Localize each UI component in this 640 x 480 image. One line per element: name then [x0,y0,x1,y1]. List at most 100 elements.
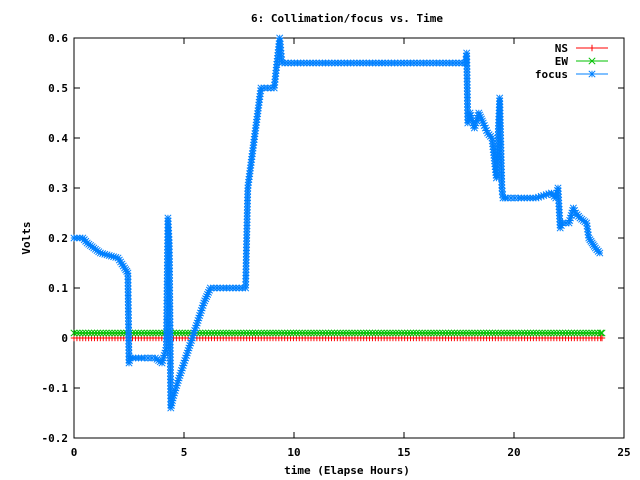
data-point [149,329,157,337]
data-point [76,329,84,337]
data-point [114,329,122,337]
data-point [319,329,327,337]
y-tick-label: 0.4 [48,132,68,145]
data-point [529,329,537,337]
data-point [345,329,353,337]
data-point [371,329,379,337]
data-point [199,329,207,337]
data-point [389,329,397,337]
y-tick-label: -0.2 [42,432,69,445]
data-point [576,329,584,337]
data-point [453,329,461,337]
data-point [377,329,385,337]
data-point [124,275,132,283]
y-tick-label: 0.1 [48,282,68,295]
data-point [330,329,338,337]
data-point [386,329,394,337]
data-point [178,329,186,337]
data-point [240,329,248,337]
data-point [596,249,604,257]
data-point [598,334,606,342]
data-point [497,329,505,337]
data-point [567,329,575,337]
data-point [398,329,406,337]
data-point [90,329,99,337]
data-point [85,329,93,337]
data-point [521,329,529,337]
data-point [585,329,593,337]
x-tick-label: 25 [617,446,630,459]
data-point [348,329,356,337]
data-point [456,329,464,337]
data-point [298,329,306,337]
data-point [316,329,324,337]
data-point [202,329,210,337]
data-point [231,329,239,337]
data-point [219,329,227,337]
data-point [465,329,473,337]
legend-marker-focus [588,70,596,78]
data-point [535,329,543,337]
data-point [538,329,546,337]
data-point [213,329,221,337]
data-point [222,329,230,337]
data-point [254,329,262,337]
data-point [124,285,132,293]
data-point [243,329,251,337]
data-point [278,329,286,337]
data-point [155,329,163,337]
data-point [444,329,453,337]
x-tick-label: 15 [397,446,410,459]
data-point [152,329,160,337]
legend-label-ew: EW [555,55,569,68]
data-point [322,329,330,337]
data-point [248,329,257,337]
data-point [477,329,485,337]
legend-marker-ns [588,44,596,52]
series-focus [70,34,604,412]
data-point [237,329,245,337]
series-line-focus [74,37,601,409]
data-point [325,329,333,337]
data-point [205,329,213,337]
data-point [336,329,344,337]
data-point [553,329,561,337]
data-point [439,329,447,337]
x-tick-label: 10 [287,446,300,459]
data-point [251,329,259,337]
data-point [400,59,408,67]
data-point [500,329,508,337]
data-point [480,329,488,337]
data-point [445,59,453,67]
data-point [406,59,415,67]
data-point [392,329,400,337]
data-point [70,329,78,337]
data-point [146,329,154,337]
data-point [124,269,132,277]
data-point [333,329,341,337]
data-point [301,329,309,337]
data-point [419,59,428,67]
data-point [304,329,312,337]
data-point [459,329,467,337]
data-point [125,343,133,351]
data-point [284,329,292,337]
legend-label-ns: NS [555,42,568,55]
data-point [526,329,535,337]
axis-ticks: 0 5 10 15 20 25 -0.2 -0.1 0 0.1 0.2 0.3 0.4 0.5 0.6 [42,32,631,459]
data-point [494,329,502,337]
data-point [597,329,605,337]
data-point [228,329,236,337]
data-point [82,329,90,337]
data-point [433,329,441,337]
data-point [131,329,139,337]
data-point [327,329,336,337]
y-axis-label: Volts [20,221,33,254]
data-point [225,329,233,337]
data-point [125,327,133,335]
plot-frame [73,37,625,439]
data-point [374,329,382,337]
data-point [474,329,482,337]
data-point [579,329,587,337]
